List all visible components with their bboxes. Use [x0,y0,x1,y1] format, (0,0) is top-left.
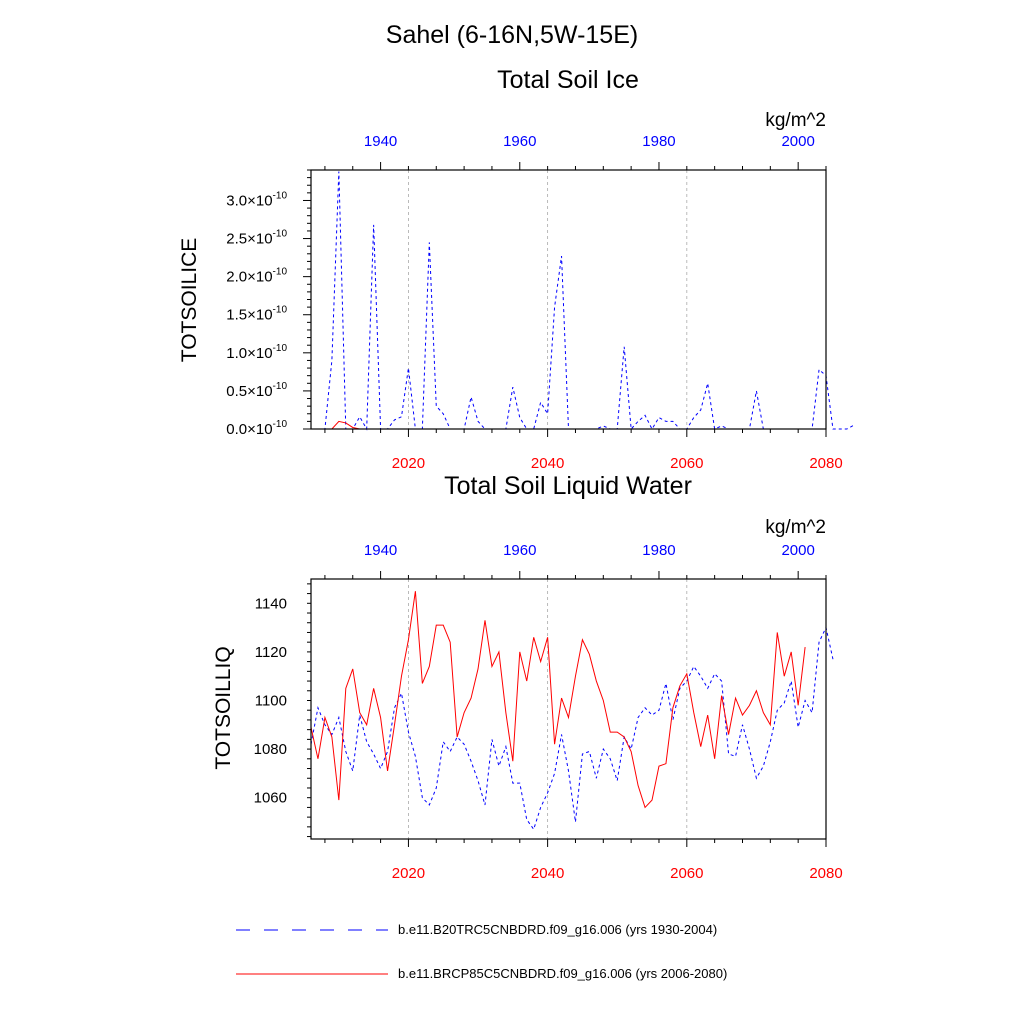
panel-title-soil-liq: Total Soil Liquid Water [444,472,692,500]
top-tick-label: 2000 [781,542,814,559]
bottom-tick-label: 2060 [670,455,703,472]
series-line-historical [311,171,855,431]
y-axis-label-soil-liq: TOTSOILLIQ [212,646,235,769]
series-group-soil-ice [311,171,855,431]
axes-soil-ice: 2020 2040 2060 2080 1940 1960 1980 2000 0.0×10-1… [226,133,842,472]
top-tick-label: 1960 [503,542,536,559]
y-tick-label: 1.5×10-10 [226,305,287,324]
bottom-tick-label: 2040 [531,865,564,882]
y-tick-label: 0.5×10-10 [226,381,287,400]
y-tick-label: 1140 [255,595,287,612]
top-tick-label: 1980 [642,133,675,150]
bottom-tick-label: 2080 [809,455,842,472]
y-tick-label: 0.0×10-10 [226,419,287,438]
plot-frame-soil-liq [310,578,827,840]
panel-title-soil-ice: Total Soil Ice [497,66,639,94]
units-label-soil-liq: kg/m^2 [765,517,826,538]
top-tick-label: 1940 [364,542,397,559]
top-tick-label: 1980 [642,542,675,559]
series-line-historical [310,626,834,831]
panel-total-soil-liquid-water: Total Soil Liquid Water kg/m^2 TOTSOILLI… [212,472,843,882]
y-tick-label: 1100 [255,692,287,709]
bottom-tick-label: 2020 [392,455,425,472]
units-label-soil-ice: kg/m^2 [765,110,826,131]
grid-lines-soil-ice [408,170,688,429]
panel-total-soil-ice: Total Soil Ice kg/m^2 TOTSOILICE 2020 204… [178,66,855,472]
bottom-tick-label: 2080 [809,865,842,882]
main-title: Sahel (6-16N,5W-15E) [386,21,638,49]
series-group-soil-liq [310,591,834,831]
legend-label-rcp85: b.e11.BRCP85C5CNBDRD.f09_g16.006 (yrs 20… [398,966,727,981]
bottom-tick-label: 2060 [670,865,703,882]
axes-soil-liq: 2020 2040 2060 2080 1940 1960 1980 2000 1060 1080… [254,542,843,882]
top-tick-label: 2000 [781,133,814,150]
bottom-tick-label: 2020 [392,865,425,882]
plot-frame-soil-ice [310,169,827,430]
y-tick-label: 1120 [255,644,287,661]
y-tick-label: 1060 [254,790,287,807]
bottom-tick-label: 2040 [531,455,564,472]
y-tick-label: 1080 [254,741,287,758]
y-tick-label: 2.0×10-10 [226,267,287,286]
top-tick-label: 1940 [364,133,397,150]
series-line-rcp85 [310,591,806,809]
y-tick-label: 3.0×10-10 [226,190,287,209]
y-tick-label: 2.5×10-10 [226,229,287,248]
y-tick-label: 1.0×10-10 [226,343,287,362]
legend-label-historical: b.e11.B20TRC5CNBDRD.f09_g16.006 (yrs 193… [398,922,717,937]
grid-lines-soil-liq [408,579,688,839]
top-tick-label: 1960 [503,133,536,150]
y-axis-label-soil-ice: TOTSOILICE [178,238,201,362]
legend: b.e11.B20TRC5CNBDRD.f09_g16.006 (yrs 193… [236,922,727,981]
